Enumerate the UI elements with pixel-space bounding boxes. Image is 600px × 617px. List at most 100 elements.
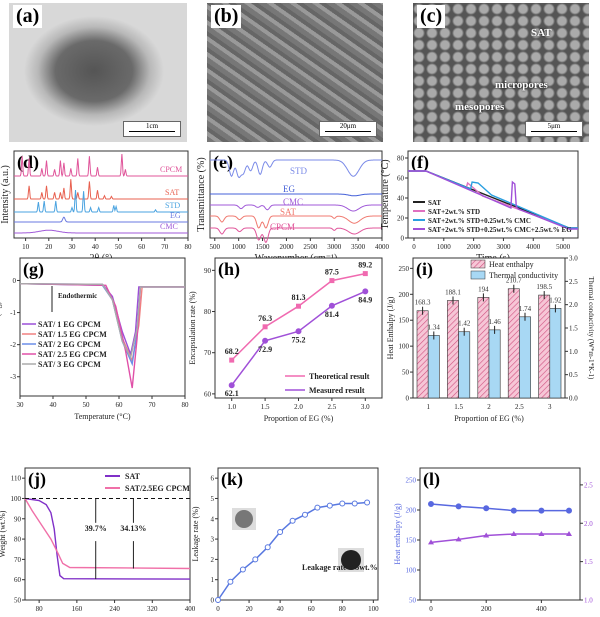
legend-swatch <box>470 259 486 269</box>
scale-bar: 1cm <box>123 121 181 137</box>
x-tick-label: 20 <box>45 243 53 251</box>
series-label: SAT <box>280 207 297 217</box>
data-label: 194 <box>478 285 489 293</box>
data-point <box>264 544 271 551</box>
sample-disc <box>235 510 253 528</box>
y-axis-label: Heat Flow (J/g) <box>0 302 2 353</box>
panel-label: (k) <box>221 469 243 490</box>
data-label: 72.9 <box>258 345 272 354</box>
x-tick-label: 1000 <box>232 243 247 251</box>
x-tick-label: 0 <box>216 605 220 613</box>
y-axis-label: Transmittance (%) <box>196 157 207 231</box>
x-tick-label: 400 <box>536 605 547 613</box>
data-label: 1.92 <box>549 296 562 304</box>
bar <box>507 288 520 399</box>
bar <box>447 300 459 399</box>
y2-tick-label: 1.5 <box>569 325 578 333</box>
x-tick-label: 10 <box>22 243 30 251</box>
y-tick-label: 70 <box>204 349 212 357</box>
chart-panel-e: (e)5001000150020002500300035004000Wavenu… <box>196 150 390 264</box>
x-tick-label: 80 <box>185 243 193 251</box>
data-point <box>566 507 572 514</box>
y-tick-label: 20 <box>397 215 405 223</box>
y-axis-label: Weight (wt.%) <box>0 510 7 557</box>
plot-frame <box>407 150 579 239</box>
data-point <box>455 536 462 542</box>
y-tick-label: 90 <box>204 267 212 275</box>
bar <box>538 294 551 399</box>
y2-tick-label: 2.0 <box>584 520 593 528</box>
data-label: 1.34 <box>428 323 441 331</box>
data-point <box>428 501 434 507</box>
x-tick-label: 60 <box>138 243 146 251</box>
sample-disc <box>341 550 361 570</box>
bar <box>427 335 440 399</box>
legend-label: SAT+2wt.% STD <box>428 208 480 216</box>
legend-label: Theoretical result <box>309 372 370 381</box>
y-tick-label: 250 <box>406 477 417 485</box>
data-label: 1.46 <box>488 318 501 326</box>
x-tick-label: 3.0 <box>361 403 370 411</box>
y-tick-label: 110 <box>11 475 22 483</box>
y-tick-label: 80 <box>397 155 405 163</box>
y-tick-label: 150 <box>406 537 417 545</box>
plot-frame <box>214 257 383 399</box>
x-tick-label: 400 <box>185 605 196 613</box>
y-tick-label: 6 <box>211 475 215 483</box>
y-axis-label: Heat enthalpy (J/g) <box>393 503 402 565</box>
chart-panel-f: (f)010002000300040005000020406080Time (s… <box>380 150 579 264</box>
data-point <box>289 517 296 524</box>
x-tick-label: 2 <box>487 403 491 411</box>
chart-panel-j: (j)801602403204005060708090100110Tempera… <box>0 467 196 617</box>
ftir-trace-eg <box>210 193 382 197</box>
legend-label: SAT+2wt.% STD+0.25wt.% CMC+2.5wt.% EG <box>428 226 572 234</box>
x-tick-label: 0 <box>412 243 416 251</box>
bar <box>416 310 429 399</box>
annotation: Leakage rate < 5wt.% <box>302 563 378 572</box>
data-label: 87.5 <box>325 268 339 277</box>
legend-label: SAT/ 3 EG CPCM <box>38 360 101 369</box>
y2-tick-label: 2.5 <box>569 278 578 286</box>
x-tick-label: 3500 <box>351 243 366 251</box>
panel-label: (a) <box>13 5 43 28</box>
x-tick-label: 5000 <box>556 243 571 251</box>
y2-tick-label: 1.5 <box>584 558 593 566</box>
y-tick-label: 200 <box>406 507 417 515</box>
data-label: 75.2 <box>292 335 306 344</box>
data-label: 62.1 <box>225 389 239 398</box>
data-point <box>295 328 302 335</box>
data-point <box>262 324 268 330</box>
x-tick-label: 2500 <box>303 243 318 251</box>
y-tick-label: 0 <box>406 395 410 403</box>
data-label: 81.4 <box>325 310 339 319</box>
series-line <box>24 497 191 580</box>
x-tick-label: 2.0 <box>294 403 303 411</box>
y-tick-label: 2 <box>211 556 215 564</box>
data-point <box>510 531 517 536</box>
series-label: CMC <box>160 222 178 231</box>
chart-panel-h: (h) 1.0 1.5 2.0 2.5 3.0 60 70 80 90 Proportion of … <box>188 257 383 423</box>
panel-label: (f) <box>411 152 429 173</box>
series-label: CPCM <box>270 222 295 232</box>
x-axis-label: Proportion of EG (%) <box>264 414 334 423</box>
bar <box>519 316 531 399</box>
series-label: CPCM <box>160 165 182 174</box>
legend-swatch <box>470 270 486 280</box>
x-tick-label: 1500 <box>256 243 271 251</box>
x-tick-label: 3000 <box>496 243 511 251</box>
y-tick-label: -3 <box>10 373 16 381</box>
ftir-trace-sat <box>210 215 382 229</box>
y2-axis-label: Thermal conductivity (W*m-1*K-1) <box>587 277 595 380</box>
legend-label: SAT <box>428 199 441 207</box>
chart-panel-l: (l)0200400501001502002501.01.52.02.5Cycl… <box>393 467 593 617</box>
legend-label: SAT/ 2 EG CPCM <box>38 340 101 349</box>
y-tick-label: 50 <box>409 597 417 605</box>
data-point <box>364 499 371 506</box>
data-point <box>227 578 234 585</box>
y-tick-label: 60 <box>14 576 22 584</box>
ftir-trace-cpcm <box>210 227 382 244</box>
data-point <box>252 556 259 563</box>
data-point <box>538 507 545 514</box>
series-label: STD <box>165 201 180 210</box>
plot-frame <box>13 150 189 239</box>
